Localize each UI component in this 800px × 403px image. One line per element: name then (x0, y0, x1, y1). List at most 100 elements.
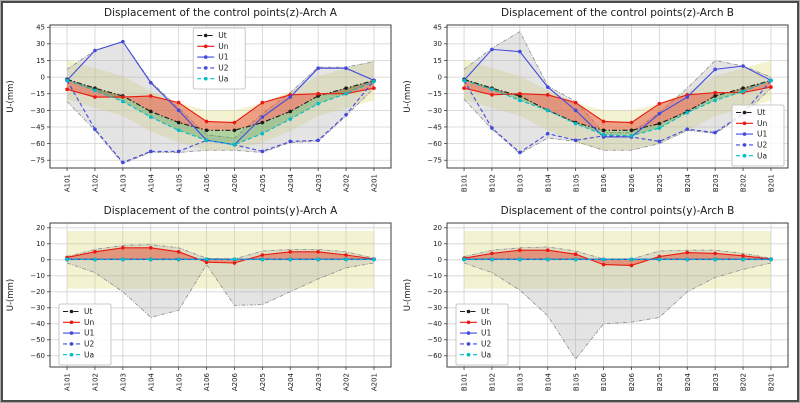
x-tick-label: B101 (461, 174, 469, 192)
marker-Un (685, 250, 690, 255)
marker-Un (121, 246, 125, 250)
marker-Ua (288, 117, 293, 122)
y-tick-label: −60 (30, 352, 45, 360)
marker-Ua (490, 257, 494, 262)
legend-box (731, 104, 785, 167)
marker-Un (490, 251, 494, 256)
x-tick-label: B102 (489, 174, 497, 192)
series-line-Ut (463, 78, 772, 131)
marker-U1 (288, 95, 293, 99)
marker-Un (490, 93, 494, 97)
legend-label-U2: U2 (218, 64, 228, 73)
x-tick-label: B105 (572, 373, 580, 391)
legend-marker-Ua (466, 352, 471, 357)
legend-label-Ua: Ua (218, 74, 228, 83)
marker-Un (769, 85, 773, 89)
marker-Ua (148, 257, 153, 262)
legend-label-U2: U2 (481, 340, 491, 349)
y-axis-label: U-(mm) (6, 279, 16, 311)
plot-border (446, 24, 789, 169)
y-tick-label: 20 (36, 224, 45, 232)
marker-Un (741, 254, 745, 258)
y-tick-label: 0 (41, 256, 45, 264)
marker-Ua (629, 134, 634, 138)
marker-U2 (518, 150, 522, 155)
plot-border (49, 222, 392, 368)
marker-Un (657, 254, 662, 259)
marker-Ut (601, 128, 606, 133)
legend-label-Un: Un (481, 318, 491, 327)
legend-marker-Ua (203, 76, 208, 81)
legend-box (455, 303, 509, 366)
y-tick-label: −45 (427, 123, 442, 131)
plot-z-arch-b: 45 30 15 0 −15 −30 −45 −60 −75 B101 B102 B103 B104 B1… (403, 24, 789, 192)
legend-marker-Un (69, 320, 74, 325)
y-axis-label: U-(mm) (403, 80, 413, 112)
marker-U1 (713, 67, 717, 72)
envelope-edge-lower (66, 262, 375, 318)
marker-Ua (344, 257, 348, 262)
x-tick-label: B104 (544, 372, 552, 391)
marker-Ua (232, 142, 237, 147)
marker-Ua (65, 257, 69, 262)
marker-Un (204, 260, 209, 264)
marker-U2 (148, 149, 153, 154)
plot-border (446, 222, 789, 368)
y-tick-label: 0 (438, 256, 442, 264)
marker-Ua (741, 257, 745, 262)
marker-Ua (260, 131, 265, 136)
marker-Ua (176, 128, 181, 133)
y-tick-label: 10 (433, 240, 442, 248)
y-tick-label: −45 (30, 123, 45, 131)
x-tick-label: A204 (287, 372, 295, 391)
marker-Ua (685, 257, 690, 262)
envelope-edge-upper (463, 31, 772, 133)
marker-Ua (462, 78, 466, 83)
x-tick-label: B103 (516, 373, 524, 391)
marker-Ua (713, 98, 717, 103)
marker-Ua (204, 138, 209, 143)
y-tick-label: −60 (427, 140, 442, 148)
y-tick-label: 45 (36, 24, 45, 32)
legend-marker-U2 (203, 66, 208, 70)
marker-U2 (260, 149, 265, 154)
marker-Ua (204, 257, 209, 262)
marker-Un (344, 253, 348, 257)
x-tick-label: A106 (203, 173, 211, 192)
marker-U2 (545, 131, 550, 136)
legend-marker-Ua (69, 352, 74, 357)
y-tick-label: −15 (427, 90, 442, 98)
marker-Un (148, 246, 153, 250)
y-tick-label: −20 (427, 288, 442, 296)
legend-label-U1: U1 (481, 329, 491, 338)
marker-Ua (573, 257, 578, 262)
marker-Un (573, 100, 578, 105)
marker-Un (462, 86, 466, 90)
x-tick-label: A205 (259, 174, 267, 192)
marker-Un (176, 250, 181, 254)
x-tick-label: B201 (768, 174, 776, 192)
marker-Ut (176, 120, 181, 125)
x-tick-label: B106 (600, 173, 608, 192)
x-tick-label: B101 (461, 373, 469, 391)
marker-U2 (490, 126, 494, 130)
y-tick-label: −50 (427, 336, 442, 344)
legend-marker-Ut (69, 309, 74, 314)
x-tick-label: A101 (64, 174, 72, 192)
marker-Ua (176, 257, 181, 262)
marker-Ut (232, 128, 237, 133)
x-tick-label: A202 (343, 373, 351, 391)
chart-title: Displacement of the control points(z)-Ar… (103, 7, 337, 19)
legend-label-Ut: Ut (481, 307, 489, 316)
chart-y-arch-a: Displacement of the control points(y)-Ar… (3, 201, 400, 400)
marker-U1 (316, 66, 320, 71)
legend-label-Ut: Ut (84, 307, 92, 316)
y-tick-label: −20 (30, 288, 45, 296)
marker-Ua (518, 98, 522, 103)
envelope-edge-lower (463, 262, 772, 360)
series-line-Ua (463, 79, 772, 137)
marker-Un (316, 91, 320, 96)
marker-U1 (260, 115, 265, 119)
plot-y-arch-a: 20 10 0 −10 −20 −30 −40 −50 −60 A101 A102 A103 A104 A… (6, 222, 392, 391)
